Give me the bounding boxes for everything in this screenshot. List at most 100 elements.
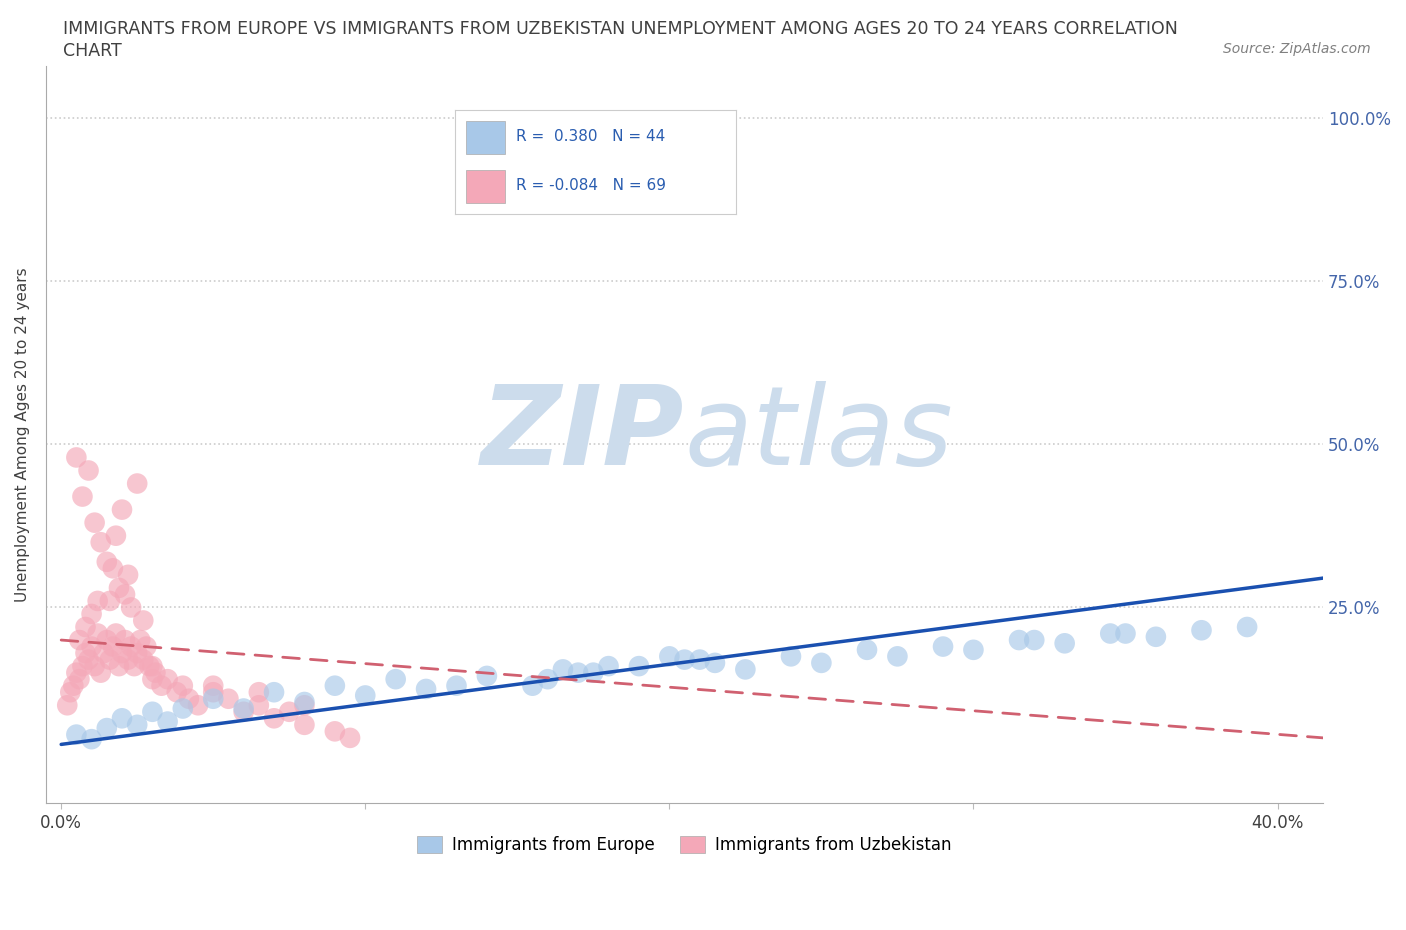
Point [1114, 626, 1136, 641]
Point [77, 463, 100, 478]
Point [65, 727, 87, 742]
Y-axis label: Unemployment Among Ages 20 to 24 years: Unemployment Among Ages 20 to 24 years [15, 267, 30, 602]
Point [83, 658, 105, 673]
Point [120, 600, 142, 615]
Point [132, 613, 155, 628]
Point [108, 658, 131, 673]
Point [598, 658, 620, 673]
Point [86, 593, 108, 608]
Point [75, 645, 97, 660]
Text: CHART: CHART [63, 42, 122, 60]
Point [932, 639, 955, 654]
Point [145, 665, 167, 680]
Point [122, 658, 145, 673]
Point [56, 698, 79, 712]
Point [96, 721, 118, 736]
Point [567, 665, 589, 680]
Point [90, 535, 112, 550]
Point [886, 649, 908, 664]
Point [129, 632, 152, 647]
Point [65, 665, 87, 680]
Point [117, 652, 139, 667]
Point [1191, 623, 1213, 638]
Point [104, 528, 127, 543]
Point [232, 701, 254, 716]
Point [96, 632, 118, 647]
Point [86, 626, 108, 641]
Point [67, 671, 90, 686]
Point [67, 632, 90, 647]
Point [734, 662, 756, 677]
Point [101, 561, 124, 576]
Point [415, 682, 437, 697]
Point [98, 593, 121, 608]
Point [111, 711, 134, 725]
Point [98, 652, 121, 667]
Point [141, 704, 163, 719]
Point [141, 671, 163, 686]
Point [135, 639, 157, 654]
Point [294, 717, 316, 732]
Point [323, 724, 346, 738]
Text: atlas: atlas [685, 381, 953, 488]
Point [83, 515, 105, 530]
Point [1236, 619, 1258, 634]
Point [156, 671, 179, 686]
Point [962, 643, 984, 658]
Point [172, 678, 194, 693]
Point [339, 730, 361, 745]
Point [202, 678, 225, 693]
Point [673, 652, 696, 667]
Point [127, 645, 149, 660]
Point [65, 450, 87, 465]
Point [104, 626, 127, 641]
Text: Source: ZipAtlas.com: Source: ZipAtlas.com [1223, 42, 1371, 56]
Point [263, 684, 285, 699]
Point [780, 649, 803, 664]
Point [475, 669, 498, 684]
Point [1099, 626, 1122, 641]
Point [810, 656, 832, 671]
Point [156, 714, 179, 729]
Point [166, 684, 188, 699]
Point [138, 658, 160, 673]
Point [627, 658, 650, 673]
Point [1053, 636, 1076, 651]
Point [62, 678, 84, 693]
Point [114, 632, 136, 647]
Point [232, 704, 254, 719]
Point [294, 695, 316, 710]
Point [114, 587, 136, 602]
Point [551, 662, 574, 677]
Point [263, 711, 285, 725]
Point [101, 639, 124, 654]
Point [75, 619, 97, 634]
Point [80, 732, 103, 747]
Point [72, 658, 94, 673]
Point [111, 502, 134, 517]
Point [120, 639, 142, 654]
Point [1144, 630, 1167, 644]
Point [658, 649, 681, 664]
Point [111, 645, 134, 660]
Point [446, 678, 468, 693]
Point [1008, 632, 1031, 647]
Point [77, 652, 100, 667]
Point [108, 580, 131, 595]
Point [132, 652, 155, 667]
Text: ZIP: ZIP [481, 381, 685, 488]
Point [202, 684, 225, 699]
Point [59, 684, 82, 699]
Point [72, 489, 94, 504]
Point [856, 643, 879, 658]
Legend: Immigrants from Europe, Immigrants from Uzbekistan: Immigrants from Europe, Immigrants from … [411, 830, 959, 861]
Point [172, 701, 194, 716]
Point [141, 658, 163, 673]
Point [689, 652, 711, 667]
Point [247, 684, 270, 699]
Point [294, 698, 316, 712]
Point [150, 678, 173, 693]
Point [384, 671, 406, 686]
Point [187, 698, 209, 712]
Point [537, 671, 560, 686]
